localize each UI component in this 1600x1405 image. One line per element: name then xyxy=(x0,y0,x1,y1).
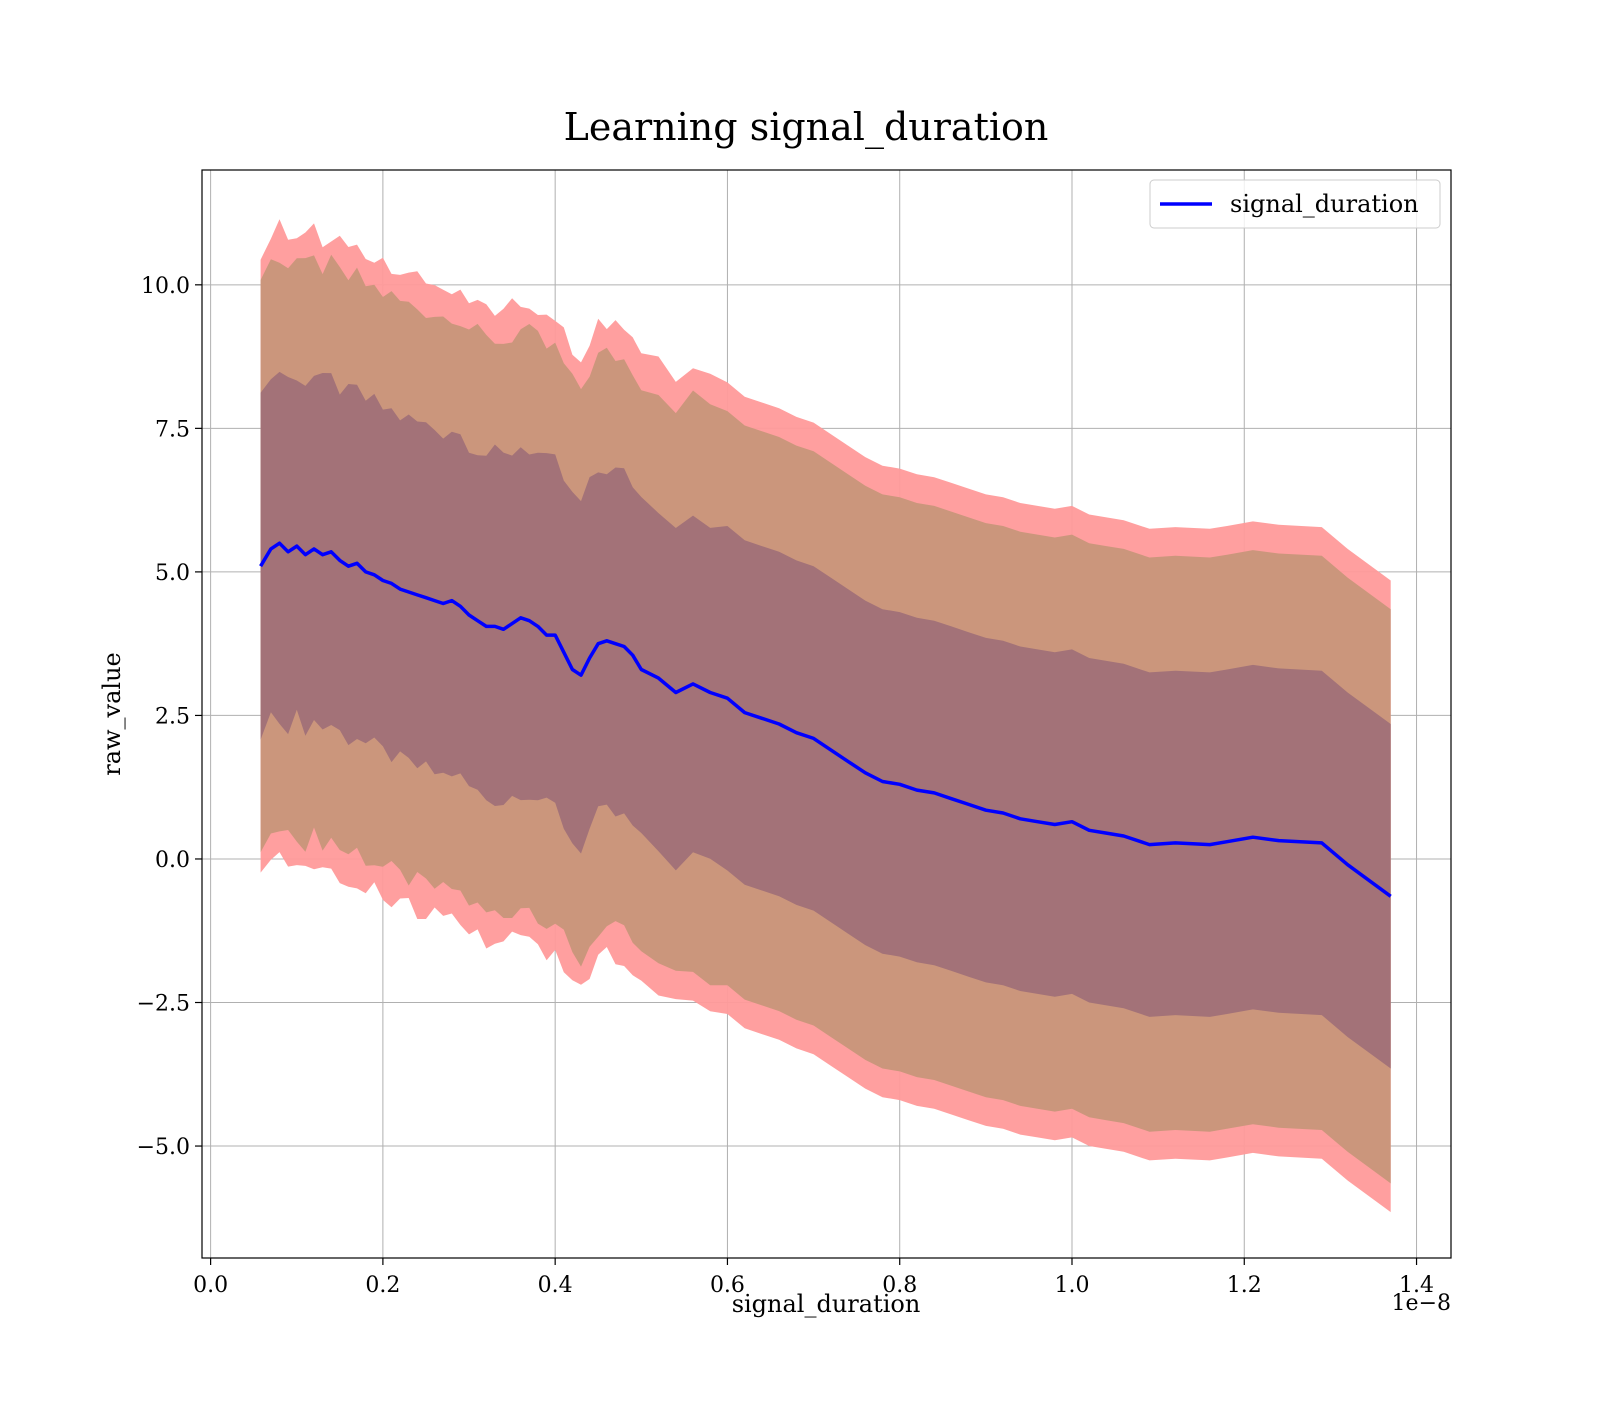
y-axis-label: raw_value xyxy=(98,652,126,776)
x-tick-label: 0.8 xyxy=(882,1273,917,1298)
x-tick-label: 0.4 xyxy=(538,1273,573,1298)
x-tick-label: 0.0 xyxy=(193,1273,228,1298)
y-tick-label: 0.0 xyxy=(155,848,190,873)
legend-box xyxy=(1149,179,1441,229)
y-tick-label: 10.0 xyxy=(141,274,190,299)
x-tick-label: 1.4 xyxy=(1399,1273,1434,1298)
x-axis-ticks: 0.0 0.2 0.4 0.6 0.8 1.0 1.2 1.4 xyxy=(193,1258,1434,1298)
confidence-bands xyxy=(260,219,1391,1213)
legend-label: signal_duration xyxy=(1230,190,1419,218)
chart-title: Learning signal_duration xyxy=(564,105,1049,150)
y-tick-label: −5.0 xyxy=(137,1135,190,1160)
x-tick-label: 0.6 xyxy=(710,1273,745,1298)
x-axis-offset-label: 1e−8 xyxy=(1392,1291,1451,1316)
y-tick-label: 2.5 xyxy=(155,704,190,729)
y-tick-label: −2.5 xyxy=(137,992,190,1017)
y-tick-label: 7.5 xyxy=(155,417,190,442)
x-tick-label: 1.2 xyxy=(1227,1273,1262,1298)
series-lines xyxy=(259,541,1392,898)
y-tick-label: 5.0 xyxy=(155,561,190,586)
band-inner xyxy=(260,371,1391,1069)
y-axis-ticks: −5.0 −2.5 0.0 2.5 5.0 7.5 10.0 xyxy=(137,274,202,1160)
series-line xyxy=(259,541,1392,898)
x-tick-label: 1.0 xyxy=(1054,1273,1089,1298)
x-axis-label: signal_duration xyxy=(732,1290,921,1318)
plot-frame xyxy=(201,169,1452,1259)
x-tick-label: 0.2 xyxy=(365,1273,400,1298)
legend: signal_duration xyxy=(1149,179,1441,229)
